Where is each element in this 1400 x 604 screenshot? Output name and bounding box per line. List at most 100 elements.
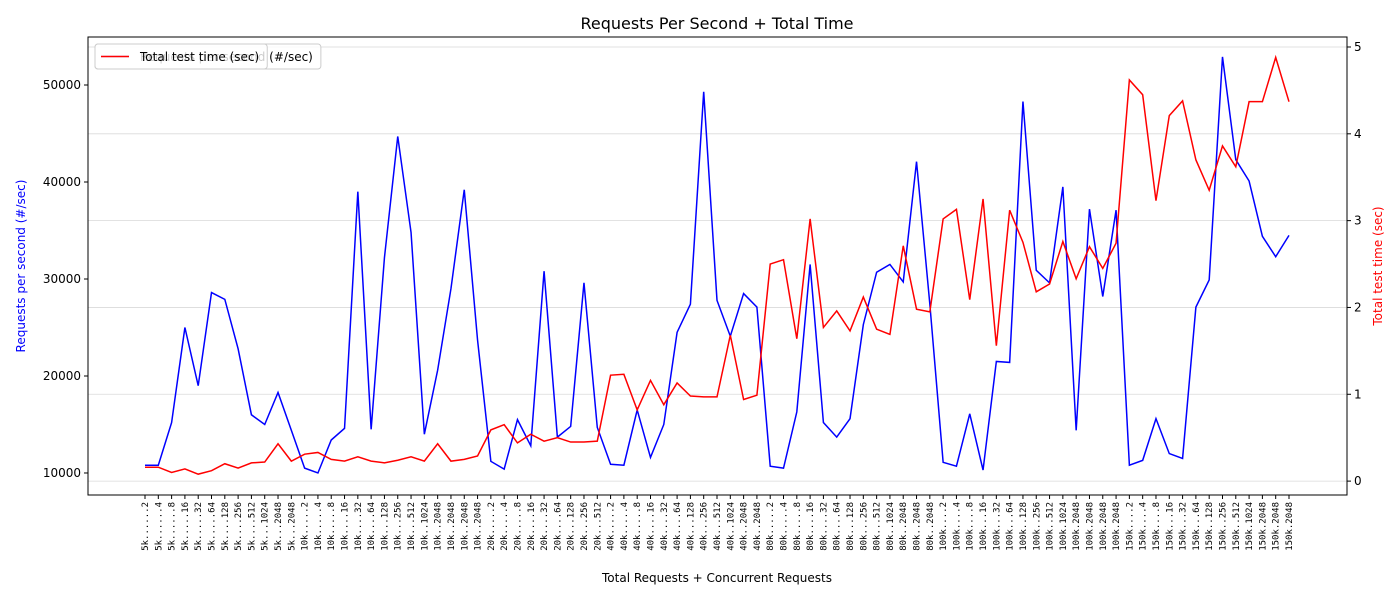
y2-axis-label: Total test time (sec) [1371,206,1385,326]
x-tick-label: 100k..512 [1046,502,1056,551]
x-tick-label: 10k..2048 [434,502,444,551]
x-tick-label: 10k...128 [380,502,390,551]
x-tick-label: 100k...64 [1006,502,1016,551]
x-tick-label: 5k......4 [154,502,164,551]
y-tick-label: 30000 [43,272,81,286]
x-tick-label: 100k.2048 [1112,502,1122,551]
x-tick-label: 20k.....8 [513,502,523,551]
x-tick-label: 10k....32 [354,502,364,551]
y-tick-label: 40000 [43,175,81,189]
x-tick-label: 150k.2048 [1272,502,1282,551]
x-tick-label: 80k.....8 [793,502,803,551]
x-tick-label: 10k..1024 [420,502,430,551]
x-tick-label: 20k.....2 [487,502,497,551]
x-tick-label: 80k....16 [806,502,816,551]
x-tick-label: 5k...2048 [274,502,284,551]
x-tick-label: 40k.....8 [633,502,643,551]
x-tick-label: 150k..512 [1232,502,1242,551]
x-tick-label: 40k..1024 [726,502,736,551]
y-tick-label: 50000 [43,78,81,92]
y-tick-label: 10000 [43,466,81,480]
x-tick-label: 10k.....8 [327,502,337,551]
x-tick-label: 100k...32 [992,502,1002,551]
x-tick-label: 20k...256 [580,502,590,551]
x-tick-label: 10k....64 [367,502,377,551]
legend-label: Total test time (sec) [139,50,259,64]
x-tick-label: 150k..256 [1218,502,1228,551]
x-tick-label: 10k...512 [407,502,417,551]
x-tick-label: 40k...128 [686,502,696,551]
x-axis-label: Total Requests + Concurrent Requests [601,571,832,585]
x-tick-label: 100k.2048 [1072,502,1082,551]
x-tick-label: 150k....8 [1152,502,1162,551]
x-tick-label: 80k....64 [833,502,843,551]
y2-tick-label: 2 [1354,300,1362,314]
x-tick-label: 40k.....4 [620,502,630,551]
x-tick-label: 40k...256 [700,502,710,551]
x-tick-label: 80k...128 [846,502,856,551]
x-tick-label: 20k.....4 [500,502,510,551]
chart-title: Requests Per Second + Total Time [580,14,853,33]
x-tick-label: 10k...256 [394,502,404,551]
legend: Total test time (sec) [94,43,268,70]
x-tick-label: 40k..2048 [740,502,750,551]
x-tick-label: 80k.....2 [766,502,776,551]
x-tick-label: 5k......2 [141,502,151,551]
x-tick-label: 80k...256 [859,502,869,551]
x-tick-label: 10k..2048 [474,502,484,551]
x-tick-label: 100k.2048 [1085,502,1095,551]
x-tick-label: 20k...512 [593,502,603,551]
x-tick-label: 100k....8 [966,502,976,551]
y-axis-label: Requests per second (#/sec) [14,180,28,353]
x-tick-label: 40k....32 [660,502,670,551]
x-tick-label: 150k....4 [1139,502,1149,551]
x-tick-label: 100k..128 [1019,502,1029,551]
x-tick-label: 100k.1024 [1059,502,1069,551]
y2-tick-label: 5 [1354,40,1362,54]
x-tick-label: 20k....32 [540,502,550,551]
x-tick-label: 5k....512 [247,502,257,551]
series-line [145,56,1290,474]
x-tick-label: 150k...64 [1192,502,1202,551]
x-tick-label: 100k....2 [939,502,949,551]
x-tick-label: 5k...2048 [287,502,297,551]
x-tick-label: 5k.....64 [208,502,218,551]
x-tick-label: 5k......8 [168,502,178,551]
x-tick-label: 80k.....4 [780,502,790,551]
x-tick-label: 100k.2048 [1099,502,1109,551]
x-tick-label: 5k....128 [221,502,231,551]
y2-tick-label: 1 [1354,387,1362,401]
x-tick-label: 5k.....32 [194,502,204,551]
x-tick-label: 150k....2 [1125,502,1135,551]
y-tick-label: 20000 [43,369,81,383]
x-tick-label: 40k..2048 [753,502,763,551]
x-tick-label: 10k.....2 [301,502,311,551]
x-tick-label: 80k....32 [819,502,829,551]
x-tick-label: 40k...512 [713,502,723,551]
x-tick-label: 40k....16 [646,502,656,551]
plot-frame [87,36,1348,496]
x-tick-label: 20k...128 [567,502,577,551]
x-tick-label: 150k.2048 [1285,502,1295,551]
x-tick-label: 10k....16 [341,502,351,551]
x-tick-label: 80k..2048 [899,502,909,551]
y2-tick-label: 3 [1354,214,1362,228]
x-tick-label: 5k...1024 [261,502,271,551]
x-tick-label: 150k...32 [1179,502,1189,551]
x-tick-label: 10k..2048 [447,502,457,551]
x-tick-label: 80k..1024 [886,502,896,551]
legend-box [94,43,268,70]
x-tick-label: 40k.....2 [607,502,617,551]
x-tick-label: 150k..128 [1205,502,1215,551]
x-tick-label: 20k....64 [553,502,563,551]
x-tick-label: 10k..2048 [460,502,470,551]
x-tick-label: 80k...512 [873,502,883,551]
x-tick-label: 10k.....4 [314,502,324,551]
y2-tick-label: 0 [1354,474,1362,488]
y2-tick-label: 4 [1354,127,1362,141]
x-tick-label: 100k...16 [979,502,989,551]
x-tick-label: 20k....16 [527,502,537,551]
x-tick-label: 40k....64 [673,502,683,551]
x-tick-label: 100k....4 [952,502,962,551]
